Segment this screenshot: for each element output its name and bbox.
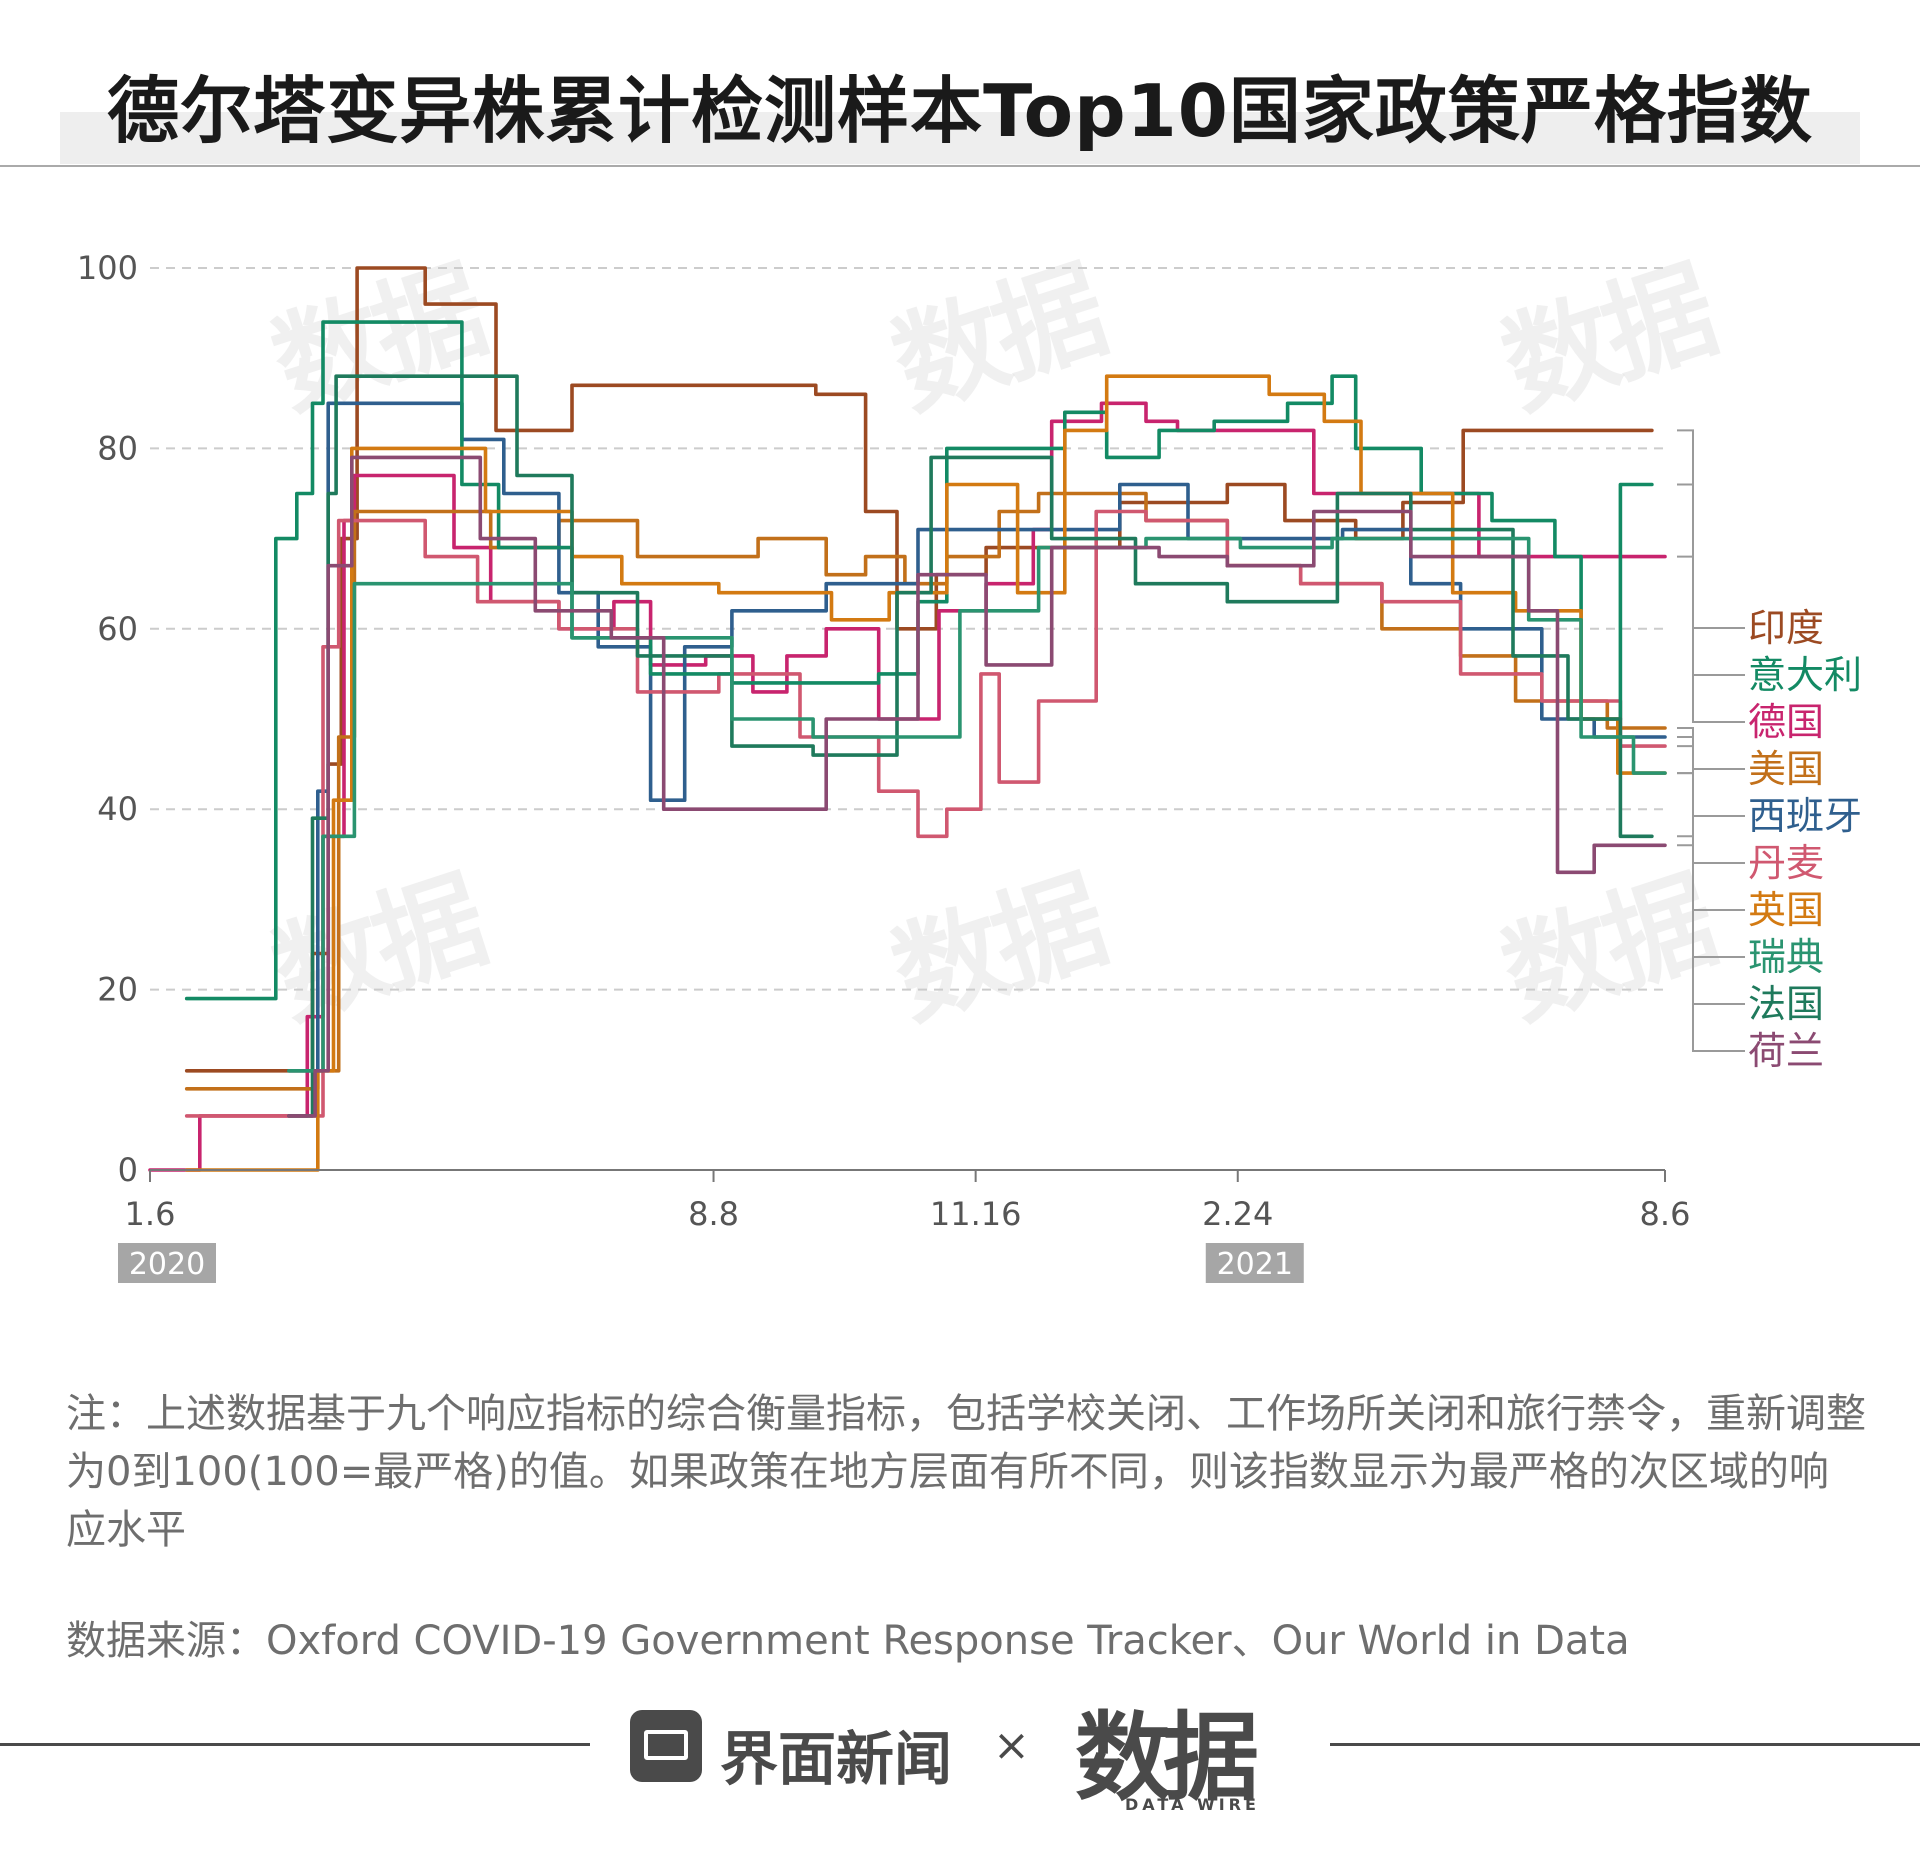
title-divider (0, 165, 1920, 167)
x-tick-label: 8.6 (1640, 1195, 1691, 1233)
series-line (184, 491, 1667, 1091)
y-tick-label: 0 (118, 1151, 138, 1189)
data-source: 数据来源：Oxford COVID-19 Government Response… (66, 1618, 1630, 1664)
legend-connector (1677, 555, 1745, 723)
legend-label: 丹麦 (1748, 841, 1824, 885)
footnote: 注：上述数据基于九个响应指标的综合衡量指标，包括学校关闭、工作场所关闭和旅行禁令… (66, 1391, 1866, 1553)
y-tick-label: 100 (77, 249, 138, 287)
axis-layer: 0 20 40 60 80 100 1.6 8.8 11.16 2.24 8.6 2020 2021 (77, 249, 1691, 1283)
legend-label: 荷兰 (1748, 1029, 1824, 1073)
year-badge-label: 2021 (1217, 1247, 1293, 1282)
series-line (148, 401, 1667, 1172)
legend-connector (1677, 727, 1745, 770)
footer-divider-left (0, 1743, 590, 1746)
year-badge (118, 1243, 216, 1283)
series-line (287, 536, 1667, 1073)
legend-label: 英国 (1748, 888, 1824, 932)
series-line (184, 266, 1654, 1073)
brand-icon (630, 1710, 702, 1782)
legend-connector (1677, 844, 1745, 1052)
series-line (184, 374, 1667, 1172)
brand-name: 界面新闻 (720, 1725, 953, 1793)
y-tick-label: 40 (97, 790, 138, 828)
x-tick-label: 11.16 (930, 1195, 1022, 1233)
y-tick-label: 20 (97, 971, 138, 1009)
legend-label: 法国 (1748, 982, 1824, 1026)
y-tick-label: 60 (97, 610, 138, 648)
line-chart: 0 20 40 60 80 100 1.6 8.8 11.16 2.24 8.6 2020 2021 印… (77, 249, 1862, 1283)
x-tick-label: 1.6 (125, 1195, 176, 1233)
legend-connector (1677, 835, 1745, 1005)
legend-connector (1677, 483, 1745, 676)
legend-label: 美国 (1748, 747, 1824, 791)
year-badge (1205, 1243, 1304, 1283)
year-badge-label: 2020 (129, 1247, 205, 1282)
x-tick-label: 2.24 (1202, 1195, 1273, 1233)
title-band (60, 112, 1860, 164)
legend-label: 西班牙 (1748, 794, 1862, 838)
page-title: 德尔塔变异株累计检测样本Top10国家政策严格指数 (107, 69, 1813, 153)
series-layer (148, 266, 1667, 1172)
series-line (287, 374, 1654, 1118)
legend-label: 印度 (1748, 606, 1824, 650)
y-tick-label: 80 (97, 429, 138, 467)
brand-logo-subtitle: DATA WIRE (1125, 1795, 1260, 1814)
legend-connector (1677, 772, 1745, 958)
footer-divider-right (1330, 1743, 1920, 1746)
legend-connector (1677, 736, 1745, 817)
series-line (184, 509, 1667, 1118)
brand-logo: 数据 (1075, 1702, 1259, 1814)
legend-label: 瑞典 (1748, 935, 1824, 979)
brand-separator: × (993, 1720, 1030, 1771)
legend-label: 意大利 (1748, 653, 1862, 697)
series-line (287, 455, 1667, 1118)
legend-connector (1677, 429, 1745, 629)
legend-connector (1677, 772, 1745, 911)
legend-label: 德国 (1748, 700, 1824, 744)
x-tick-label: 8.8 (688, 1195, 739, 1233)
